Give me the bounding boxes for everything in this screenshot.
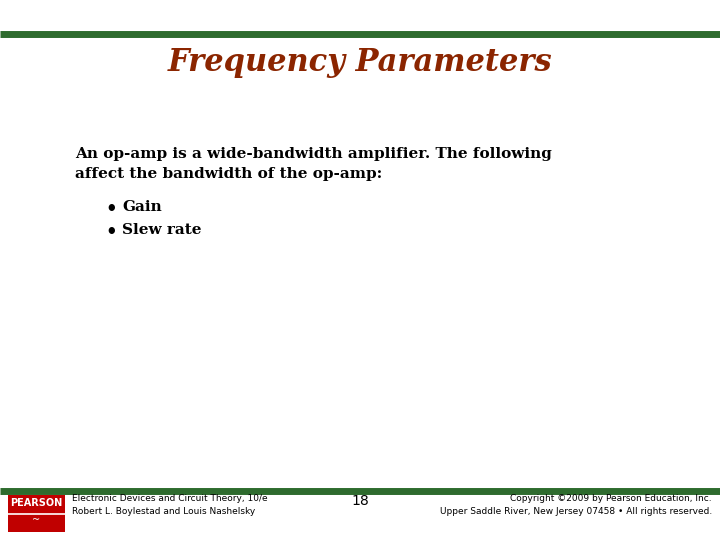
Text: Robert L. Boylestad and Louis Nashelsky: Robert L. Boylestad and Louis Nashelsky bbox=[72, 507, 256, 516]
Text: Slew rate: Slew rate bbox=[122, 223, 202, 237]
Text: 18: 18 bbox=[351, 494, 369, 508]
Text: PEARSON: PEARSON bbox=[10, 498, 62, 508]
Text: Copyright ©2009 by Pearson Education, Inc.: Copyright ©2009 by Pearson Education, In… bbox=[510, 494, 712, 503]
Text: •: • bbox=[105, 223, 117, 241]
Text: •: • bbox=[105, 200, 117, 218]
Text: ~: ~ bbox=[32, 515, 40, 525]
Text: affect the bandwidth of the op-amp:: affect the bandwidth of the op-amp: bbox=[75, 167, 382, 181]
FancyBboxPatch shape bbox=[8, 495, 65, 532]
Text: Electronic Devices and Circuit Theory, 10/e: Electronic Devices and Circuit Theory, 1… bbox=[72, 494, 268, 503]
Text: Frequency Parameters: Frequency Parameters bbox=[168, 47, 552, 78]
Text: Gain: Gain bbox=[122, 200, 162, 214]
Text: An op-amp is a wide-bandwidth amplifier. The following: An op-amp is a wide-bandwidth amplifier.… bbox=[75, 147, 552, 161]
Text: Upper Saddle River, New Jersey 07458 • All rights reserved.: Upper Saddle River, New Jersey 07458 • A… bbox=[440, 507, 712, 516]
